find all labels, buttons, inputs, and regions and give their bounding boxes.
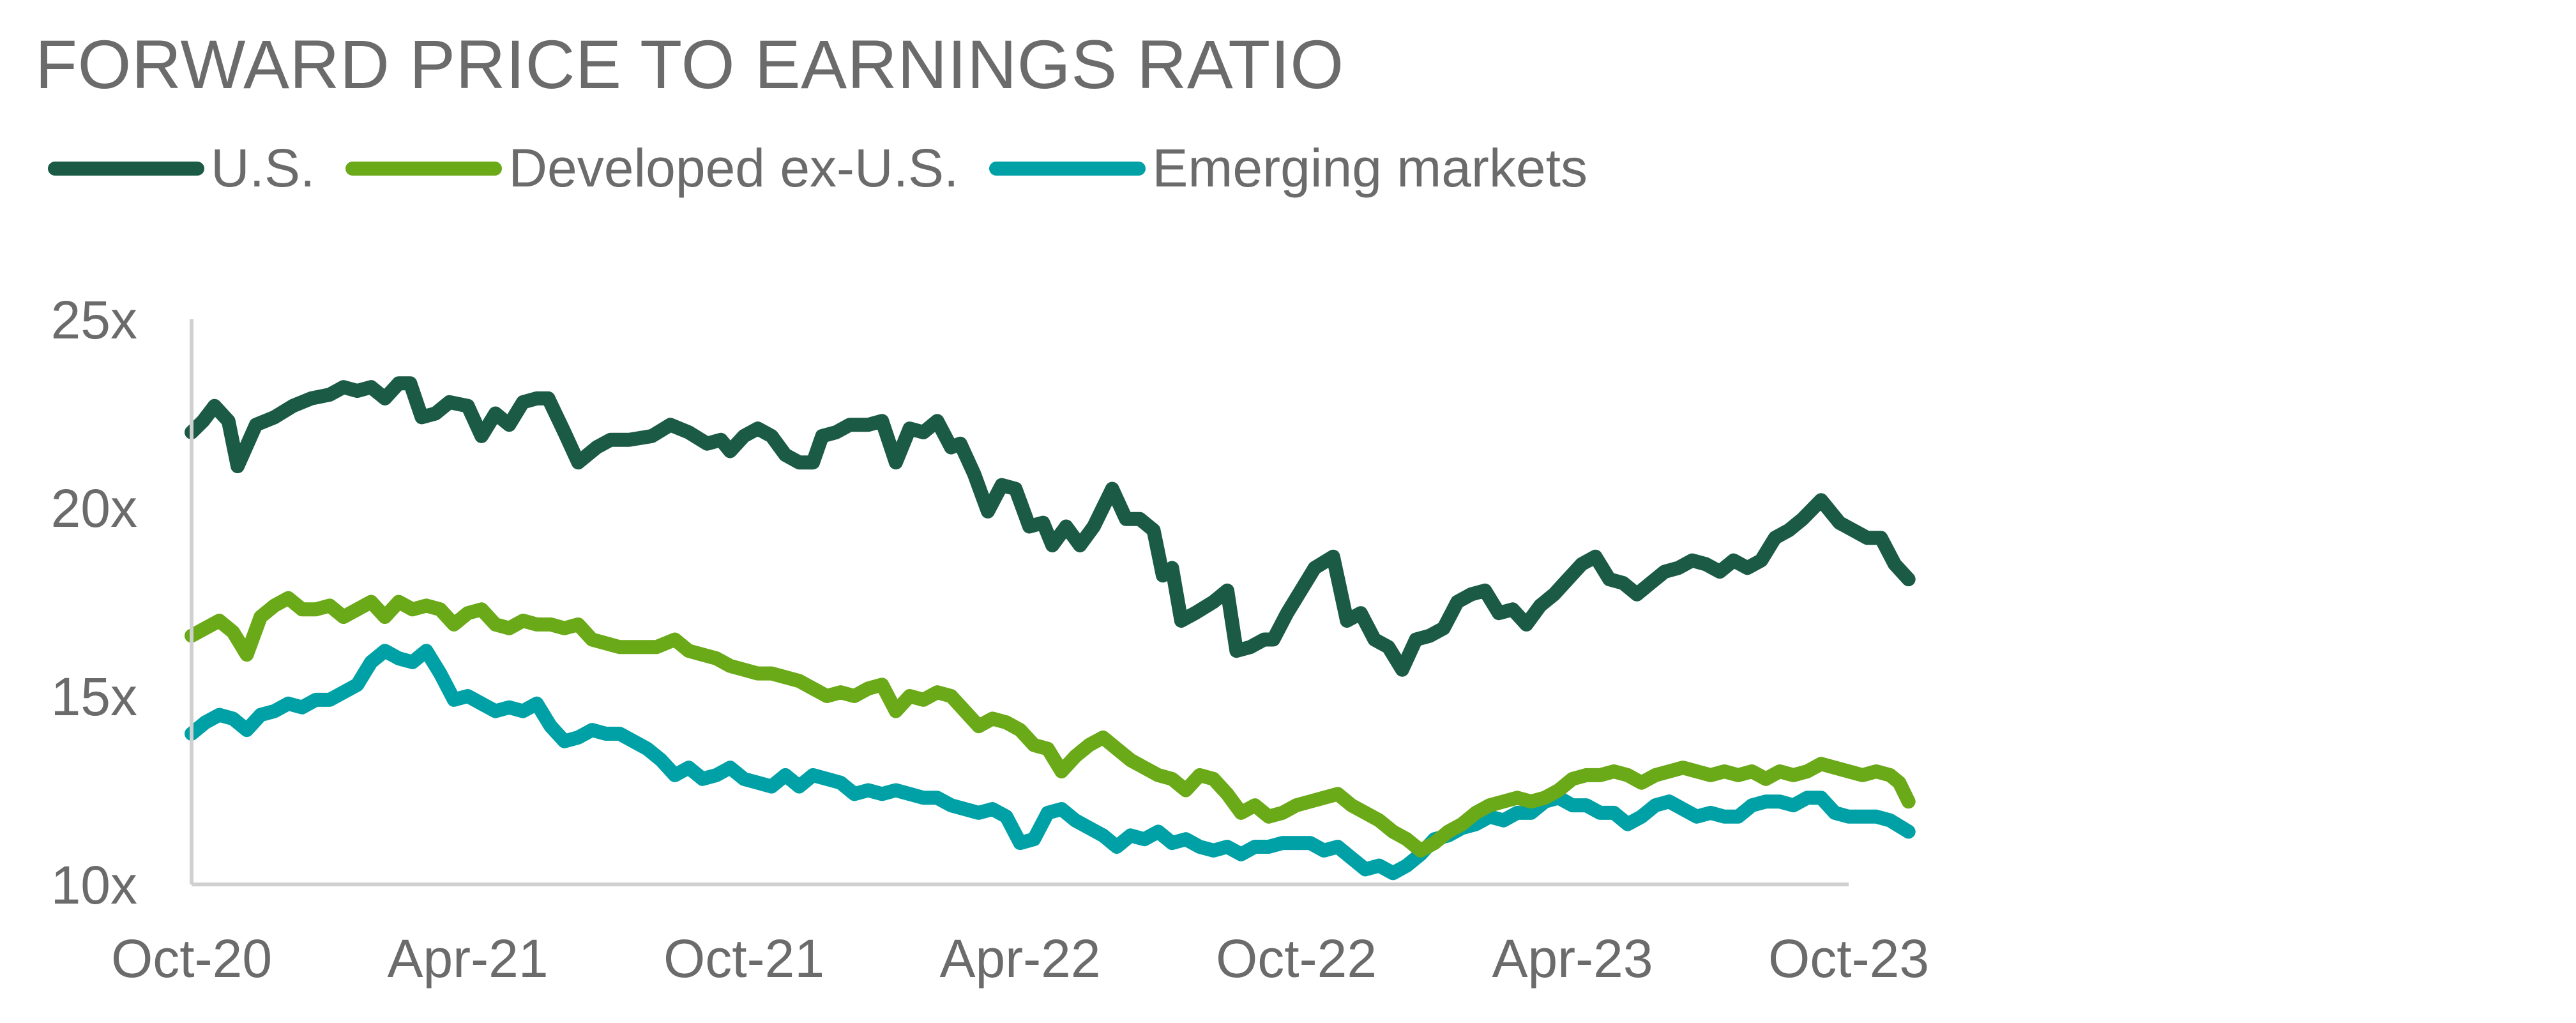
legend-item-developed: Developed ex-U.S.: [345, 137, 958, 199]
y-tick-label: 25x: [51, 290, 137, 350]
series-line-emerging-markets: [185, 644, 1916, 881]
legend-item-emerging: Emerging markets: [989, 137, 1587, 199]
legend-label-us: U.S.: [211, 138, 315, 198]
ticks-layer: 10x 15x 20x 25x Oct-20 Apr-21 Oct-21 Apr-22 Oct-…: [51, 290, 1929, 989]
y-tick-label: 20x: [51, 478, 137, 538]
legend-swatch-us: [48, 161, 204, 176]
chart-title: FORWARD PRICE TO EARNINGS RATIO: [35, 26, 1344, 103]
y-tick-label: 10x: [51, 855, 137, 915]
series-line-developed-ex-u-s: [185, 591, 1916, 858]
y-tick-label: 15x: [51, 667, 137, 727]
series-layer: [185, 376, 1916, 881]
legend-swatch-developed: [345, 161, 503, 176]
x-tick-label: Apr-21: [387, 928, 548, 989]
x-tick-label: Oct-23: [1768, 928, 1929, 989]
legend-item-us: U.S.: [48, 137, 315, 199]
legend: U.S. Developed ex-U.S. Emerging markets: [48, 137, 1618, 199]
x-tick-label: Oct-20: [111, 928, 272, 989]
x-tick-label: Apr-22: [939, 928, 1100, 989]
legend-label-developed: Developed ex-U.S.: [508, 138, 959, 198]
series-line-u-s: [185, 376, 1916, 677]
x-tick-label: Oct-21: [663, 928, 824, 989]
legend-label-emerging: Emerging markets: [1152, 138, 1587, 198]
legend-swatch-emerging: [989, 161, 1146, 176]
axes-layer: [190, 319, 1849, 886]
x-tick-label: Apr-23: [1492, 928, 1653, 989]
x-tick-label: Oct-22: [1216, 928, 1377, 989]
